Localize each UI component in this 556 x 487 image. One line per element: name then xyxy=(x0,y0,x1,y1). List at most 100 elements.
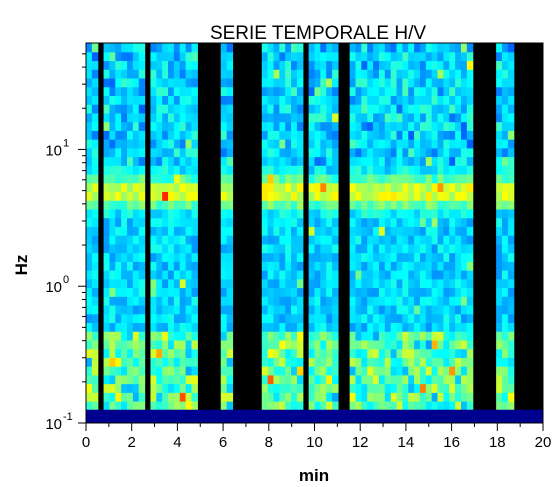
heatmap-cell xyxy=(378,401,386,411)
heatmap-cell xyxy=(466,121,474,131)
heatmap-cell xyxy=(384,383,392,393)
heatmap-cell xyxy=(156,104,163,114)
heatmap-cell xyxy=(437,270,444,280)
heatmap-cell xyxy=(367,339,374,350)
heatmap-cell xyxy=(103,313,111,324)
heatmap-cell xyxy=(185,278,193,289)
heatmap-cell xyxy=(191,147,198,158)
heatmap-cell xyxy=(425,43,433,53)
heatmap-cell xyxy=(332,287,339,297)
heatmap-cell xyxy=(138,401,146,411)
heatmap-cell xyxy=(191,278,198,289)
heatmap-cell xyxy=(138,104,146,114)
heatmap-cell xyxy=(443,374,450,385)
heatmap-cell xyxy=(437,139,444,149)
heatmap-cell xyxy=(332,95,339,105)
heatmap-cell xyxy=(455,366,462,376)
heatmap-cell xyxy=(367,43,374,53)
heatmap-cell xyxy=(367,366,374,376)
heatmap-cell xyxy=(156,77,163,88)
heatmap-cell xyxy=(103,331,111,341)
heatmap-cell xyxy=(425,287,433,297)
x-axis-label: min xyxy=(299,466,329,485)
heatmap-cell xyxy=(285,226,292,236)
heatmap-cell xyxy=(367,77,374,88)
heatmap-cell xyxy=(373,200,380,210)
heatmap-cell xyxy=(402,95,409,105)
heatmap-cell xyxy=(384,287,392,297)
heatmap-cell xyxy=(91,173,99,184)
heatmap-cell xyxy=(91,165,99,175)
heatmap-cell xyxy=(390,217,398,227)
heatmap-cell xyxy=(507,156,515,166)
heatmap-cell xyxy=(150,112,157,123)
heatmap-cell xyxy=(408,208,415,219)
heatmap-cell xyxy=(308,287,316,297)
heatmap-cell xyxy=(296,296,304,306)
heatmap-cell xyxy=(361,156,368,166)
heatmap-cell xyxy=(437,173,444,184)
heatmap-cell xyxy=(173,278,181,289)
heatmap-cell xyxy=(261,296,269,306)
heatmap-cell xyxy=(156,252,163,262)
heatmap-cell xyxy=(132,165,140,175)
heatmap-cell xyxy=(179,121,187,131)
heatmap-cell xyxy=(408,366,415,376)
heatmap-cell xyxy=(384,243,392,254)
heatmap-cell xyxy=(279,95,286,105)
heatmap-cell xyxy=(103,304,111,315)
heatmap-cell xyxy=(460,313,468,324)
heatmap-cell xyxy=(162,366,169,376)
heatmap-cell xyxy=(273,217,280,227)
heatmap-cell xyxy=(279,261,286,271)
heatmap-cell xyxy=(273,139,280,149)
heatmap-cell xyxy=(296,43,304,53)
heatmap-cell xyxy=(162,104,169,114)
heatmap-cell xyxy=(419,296,427,306)
heatmap-cell xyxy=(273,278,280,289)
heatmap-cell xyxy=(91,339,99,350)
heatmap-cell xyxy=(285,147,292,158)
heatmap-cell xyxy=(455,401,462,411)
heatmap-cell xyxy=(367,261,374,271)
heatmap-cell xyxy=(501,287,509,297)
heatmap-cell xyxy=(320,392,327,402)
heatmap-cell xyxy=(449,121,456,131)
heatmap-cell xyxy=(138,278,146,289)
heatmap-cell xyxy=(168,165,175,175)
heatmap-cell xyxy=(267,121,275,131)
heatmap-cell xyxy=(273,51,280,62)
heatmap-cell xyxy=(384,60,392,70)
heatmap-cell xyxy=(115,173,122,184)
heatmap-cell xyxy=(349,383,357,393)
heatmap-cell xyxy=(150,304,157,315)
heatmap-cell xyxy=(132,77,140,88)
heatmap-cell xyxy=(414,95,421,105)
heatmap-cell xyxy=(419,95,427,105)
heatmap-cell xyxy=(501,147,509,158)
heatmap-cell xyxy=(455,252,462,262)
heatmap-cell xyxy=(168,383,175,393)
heatmap-cell xyxy=(179,77,187,88)
x-axis: 0 2 4 6 8 10 12 14 16 18 20 xyxy=(82,423,551,451)
heatmap-cell xyxy=(455,331,462,341)
heatmap-cell xyxy=(326,200,333,210)
heatmap-cell xyxy=(402,130,409,140)
heatmap-cell xyxy=(115,392,122,402)
heatmap-cell xyxy=(168,104,175,114)
heatmap-cell xyxy=(115,200,122,210)
heatmap-cell xyxy=(396,357,403,367)
heatmap-cell xyxy=(466,270,474,280)
heatmap-cell xyxy=(361,217,368,227)
heatmap-cell xyxy=(431,121,439,131)
heatmap-cell xyxy=(308,261,316,271)
heatmap-cell xyxy=(349,331,357,341)
heatmap-cell xyxy=(373,313,380,324)
heatmap-cell xyxy=(150,95,157,105)
heatmap-cell xyxy=(296,139,304,149)
heatmap-cell xyxy=(437,392,444,402)
heatmap-cell xyxy=(455,191,462,201)
heatmap-cell xyxy=(86,51,93,62)
heatmap-cell xyxy=(320,252,327,262)
heatmap-cell xyxy=(390,147,398,158)
